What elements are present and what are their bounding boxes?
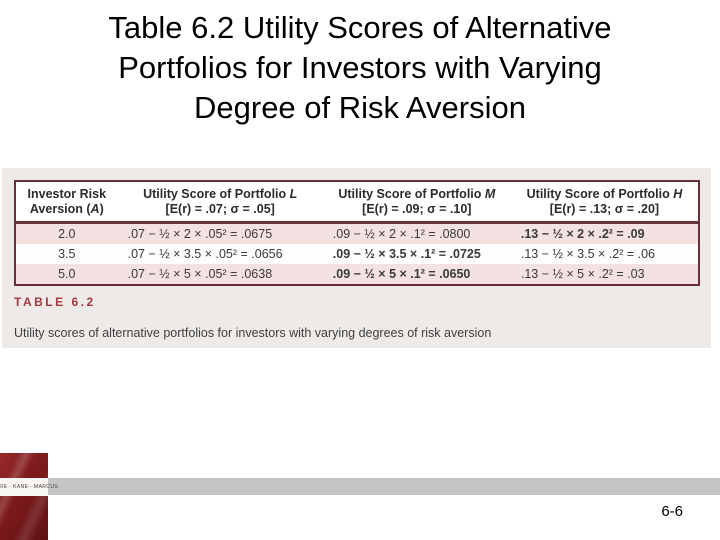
figure-caption: Utility scores of alternative portfolios… <box>14 326 492 340</box>
risk-aversion-value: 3.5 <box>58 247 76 261</box>
figure-label: TABLE 6.2 <box>14 295 96 309</box>
col-header-portfolio-h: Utility Score of Portfolio H [E(r) = .13… <box>510 181 699 224</box>
utility-formula-h: .13 − ½ × 2 × .2² = .09 <box>520 227 645 241</box>
book-cover: BODIE · KANE · MARCUS <box>0 453 58 540</box>
table-row: 5.0 .07 − ½ × 5 × .05² = .0638 .09 − ½ ×… <box>15 264 699 285</box>
table-header-row: Investor Risk Aversion (A) Utility Score… <box>15 181 699 224</box>
book-cover-author-band: BODIE · KANE · MARCUS <box>0 478 58 496</box>
slide-title-line: Table 6.2 Utility Scores of Alternative <box>108 10 612 45</box>
slide-title: Table 6.2 Utility Scores of Alternative … <box>0 8 720 128</box>
col-header-risk-aversion: Investor Risk Aversion (A) <box>15 181 118 224</box>
table-row: 2.0 .07 − ½ × 2 × .05² = .0675 .09 − ½ ×… <box>15 222 699 244</box>
footer-bar <box>0 478 720 495</box>
utility-scores-table: Investor Risk Aversion (A) Utility Score… <box>14 180 700 286</box>
col-header-portfolio-l: Utility Score of Portfolio L [E(r) = .07… <box>117 181 323 224</box>
utility-formula-m: .09 − ½ × 2 × .1² = .0800 <box>332 227 471 241</box>
slide-title-line: Portfolios for Investors with Varying <box>118 50 602 85</box>
utility-formula-l: .07 − ½ × 5 × .05² = .0638 <box>127 267 273 281</box>
utility-formula-m: .09 − ½ × 5 × .1² = .0650 <box>332 267 471 281</box>
table-row: 3.5 .07 − ½ × 3.5 × .05² = .0656 .09 − ½… <box>15 244 699 264</box>
page-number: 6-6 <box>661 503 683 520</box>
risk-aversion-value: 2.0 <box>58 227 76 241</box>
slide-title-line: Degree of Risk Aversion <box>194 90 526 125</box>
risk-aversion-value: 5.0 <box>58 267 76 281</box>
book-authors-text: BODIE · KANE · MARCUS <box>0 484 59 490</box>
utility-formula-l: .07 − ½ × 2 × .05² = .0675 <box>127 227 273 241</box>
utility-formula-h: .13 − ½ × 5 × .2² = .03 <box>520 267 645 281</box>
table-figure: Investor Risk Aversion (A) Utility Score… <box>2 168 711 348</box>
col-header-portfolio-m: Utility Score of Portfolio M [E(r) = .09… <box>322 181 511 224</box>
book-cover-sheen <box>0 453 48 540</box>
utility-formula-m: .09 − ½ × 3.5 × .1² = .0725 <box>332 247 481 261</box>
utility-formula-l: .07 − ½ × 3.5 × .05² = .0656 <box>127 247 283 261</box>
utility-formula-h: .13 − ½ × 3.5 × .2² = .06 <box>520 247 655 261</box>
